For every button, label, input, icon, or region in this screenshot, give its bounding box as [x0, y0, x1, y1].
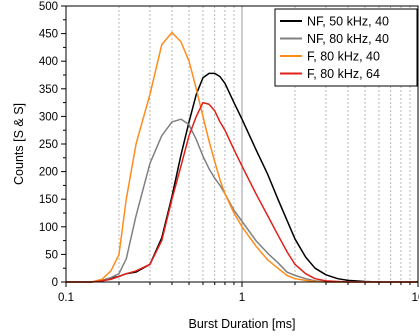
- legend: NF, 50 kHz, 40 NF, 80 kHz, 40 F, 80 kHz, 4…: [274, 8, 418, 87]
- x-axis-label: Burst Duration [ms]: [189, 317, 296, 331]
- y-tick-label: 200: [39, 167, 58, 179]
- y-tick-label: 100: [39, 222, 58, 234]
- legend-label-1: NF, 50 kHz, 40: [307, 15, 389, 29]
- y-tick-label: 500: [39, 1, 58, 13]
- y-tick-label: 150: [39, 194, 58, 206]
- y-tick-label: 0: [52, 277, 58, 289]
- y-tick-label: 450: [39, 29, 58, 41]
- ticks-layer: 0 50 100 150 200 250 300 350 400 450 500 0.1 1 10: [39, 1, 419, 304]
- y-axis-label: Counts [S & S]: [12, 103, 26, 185]
- y-tick-label: 50: [45, 249, 58, 261]
- legend-label-2: NF, 80 kHz, 40: [307, 32, 389, 46]
- y-tick-label: 300: [39, 111, 58, 123]
- y-tick-label: 250: [39, 139, 58, 151]
- x-tick-label: 10: [412, 292, 419, 304]
- x-tick-label: 1: [239, 292, 245, 304]
- y-tick-label: 350: [39, 84, 58, 96]
- legend-label-4: F, 80 kHz, 64: [307, 67, 380, 81]
- legend-label-3: F, 80 kHz, 40: [307, 50, 380, 64]
- y-tick-label: 400: [39, 56, 58, 68]
- x-tick-label: 0.1: [58, 292, 74, 304]
- legend-items: NF, 50 kHz, 40 NF, 80 kHz, 40 F, 80 kHz, 4…: [280, 15, 389, 81]
